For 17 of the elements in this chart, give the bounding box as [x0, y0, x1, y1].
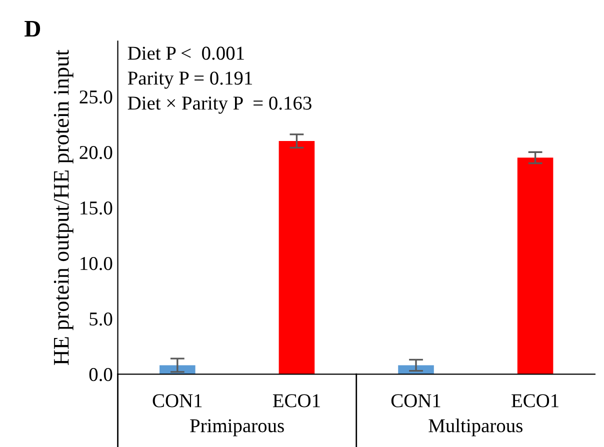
y-tick-label: 15.0 [80, 201, 112, 215]
annotation: Diet P < 0.001 [128, 46, 244, 60]
annotation: Parity P = 0.191 [128, 72, 252, 89]
y-tick-label: 25.0 [80, 90, 112, 104]
x-tick-label: CON1 [391, 394, 440, 408]
y-axis-title: HE protein output/HE protein input [54, 50, 74, 365]
text: Primiparous [190, 419, 284, 436]
y-tick-label: 0.0 [89, 368, 112, 382]
chart-title: D [24, 21, 40, 37]
text: Multiparous [428, 418, 522, 436]
y-tick-label: 10.0 [80, 256, 112, 270]
y-tick-label: 5.0 [90, 312, 112, 326]
annotation: Diet × Parity P = 0.163 [128, 96, 312, 114]
x-tick-label: CON1 [152, 394, 202, 408]
x-tick-label: ECO1 [272, 394, 320, 408]
y-tick-label: 20.0 [80, 146, 112, 160]
x-tick-label: ECO1 [512, 394, 558, 408]
